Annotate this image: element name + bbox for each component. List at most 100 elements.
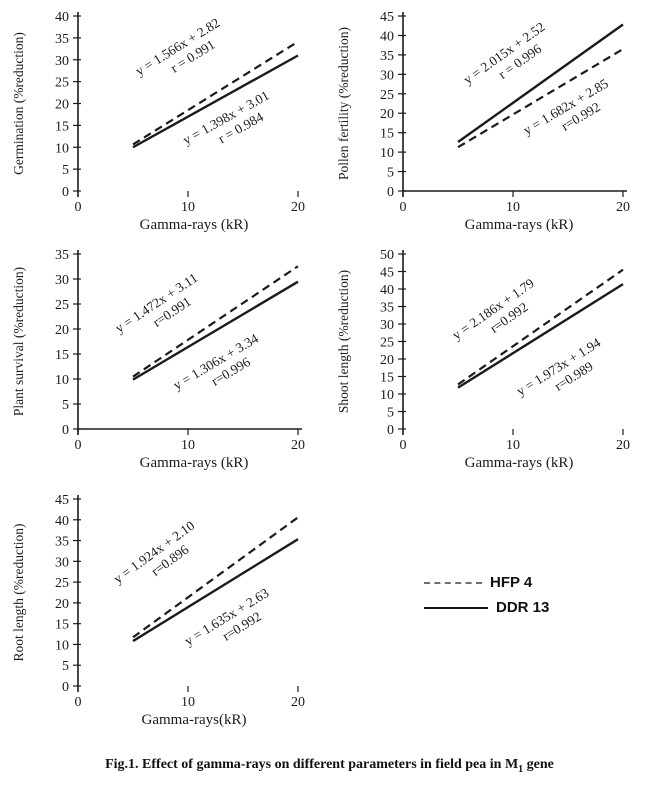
y-tick-label: 40 — [55, 514, 69, 529]
x-tick-label: 20 — [291, 438, 305, 453]
series-annotation: y = 1.472x + 3.11r=0.991 — [112, 270, 200, 336]
chart-pollen-fertility: 0 5 10 15 20 25 30 35 40 45 0 10 20 Pollen fertility … — [333, 4, 658, 245]
chart-canvas-plant-survival: 0 5 10 15 20 25 30 35 0 10 20 Plant survival (%redu… — [11, 248, 305, 471]
regression-line-solid — [457, 283, 624, 389]
legend-item-hfp4: HFP 4 — [424, 570, 549, 595]
x-axis-title: Gamma-rays (kR) — [465, 455, 574, 471]
x-axis-title: Gamma-rays (kR) — [140, 217, 249, 233]
y-tick-label: 25 — [55, 576, 69, 591]
x-tick-label: 0 — [75, 438, 82, 453]
y-tick-label: 0 — [387, 185, 394, 200]
chart-canvas-pollen-fertility: 0 5 10 15 20 25 30 35 40 45 0 10 20 Pollen fertility … — [336, 10, 630, 233]
series-annotation: y = 1.924x + 2.10r=0.896 — [111, 518, 198, 587]
x-tick-label: 10 — [181, 695, 195, 710]
x-axis-title: Gamma-rays(kR) — [142, 712, 247, 728]
series-annotation: y = 1.973x + 1.94r=0.989 — [514, 335, 604, 399]
y-tick-label: 45 — [380, 266, 394, 281]
regression-line-dashed — [132, 265, 299, 378]
y-tick-label: 25 — [380, 336, 394, 351]
y-tick-label: 5 — [62, 163, 69, 178]
chart-shoot-length: 0 5 10 15 20 25 30 35 40 45 50 0 10 20 Shoot length (%… — [333, 242, 658, 485]
x-axis-title: Gamma-rays (kR) — [140, 455, 249, 471]
y-tick-label: 10 — [55, 373, 69, 388]
y-tick-label: 5 — [62, 398, 69, 413]
y-tick-label: 5 — [62, 659, 69, 674]
y-tick-label: 30 — [380, 318, 394, 333]
x-axis-title: Gamma-rays (kR) — [465, 217, 574, 233]
y-tick-label: 10 — [55, 638, 69, 653]
y-tick-label: 35 — [55, 248, 69, 263]
caption-text: Fig.1. Effect of gamma-rays on different… — [105, 757, 519, 772]
y-tick-label: 40 — [380, 29, 394, 44]
y-tick-label: 45 — [380, 10, 394, 25]
y-tick-label: 10 — [380, 146, 394, 161]
y-axis-title: Pollen fertility (%reduction) — [336, 27, 351, 180]
y-tick-label: 30 — [55, 273, 69, 288]
y-tick-label: 15 — [55, 119, 69, 134]
y-axis-title: Shoot length (%reduction) — [336, 270, 351, 413]
figure-caption: Fig.1. Effect of gamma-rays on different… — [0, 757, 659, 775]
regression-line-dashed — [457, 48, 624, 149]
series-annotation: y = 2.186x + 1.79r=0.992 — [449, 275, 537, 342]
y-axis-title: Germination (%reduction) — [11, 32, 26, 175]
x-tick-label: 0 — [400, 438, 407, 453]
regression-line-dashed — [132, 516, 299, 639]
x-tick-label: 10 — [506, 438, 520, 453]
x-tick-label: 0 — [75, 695, 82, 710]
y-tick-label: 45 — [55, 493, 69, 508]
y-tick-label: 15 — [380, 371, 394, 386]
regression-line-solid — [132, 54, 299, 149]
caption-subscript: 1 — [518, 763, 524, 775]
chart-plant-survival: 0 5 10 15 20 25 30 35 0 10 20 Plant survival (%redu… — [8, 242, 333, 485]
y-tick-label: 40 — [380, 283, 394, 298]
solid-line-sample — [424, 606, 488, 609]
series-annotation: y = 1.306x + 3.34r=0.996 — [170, 331, 261, 393]
regression-line-solid — [132, 538, 299, 643]
y-tick-label: 20 — [380, 353, 394, 368]
x-tick-label: 10 — [181, 438, 195, 453]
y-tick-label: 30 — [55, 54, 69, 69]
y-tick-label: 0 — [62, 680, 69, 695]
y-tick-label: 10 — [380, 388, 394, 403]
chart-germination: 0 5 10 15 20 25 30 35 40 0 10 20 Germination (%reduc… — [8, 4, 333, 245]
x-tick-label: 20 — [616, 438, 630, 453]
legend-label-ddr13: DDR 13 — [496, 599, 550, 616]
y-tick-label: 20 — [55, 323, 69, 338]
y-tick-label: 30 — [380, 68, 394, 83]
regression-line-solid — [132, 280, 299, 381]
chart-root-length: 0 5 10 15 20 25 30 35 40 45 0 10 20 Root length (%red… — [8, 486, 333, 747]
y-tick-label: 25 — [55, 76, 69, 91]
y-tick-label: 5 — [387, 166, 394, 181]
y-tick-label: 35 — [380, 49, 394, 64]
y-tick-label: 0 — [387, 423, 394, 438]
y-tick-label: 15 — [55, 348, 69, 363]
chart-canvas-shoot-length: 0 5 10 15 20 25 30 35 40 45 50 0 10 20 Shoot length (%… — [336, 248, 630, 471]
y-tick-label: 15 — [380, 127, 394, 142]
y-tick-label: 35 — [55, 535, 69, 550]
y-tick-label: 15 — [55, 618, 69, 633]
legend-item-ddr13: DDR 13 — [424, 595, 549, 620]
y-tick-label: 20 — [55, 597, 69, 612]
y-tick-label: 10 — [55, 141, 69, 156]
chart-canvas-root-length: 0 5 10 15 20 25 30 35 40 45 0 10 20 Root length (%red… — [11, 493, 305, 728]
x-tick-label: 20 — [291, 200, 305, 215]
x-tick-label: 10 — [181, 200, 195, 215]
y-tick-label: 25 — [55, 298, 69, 313]
legend-label-hfp4: HFP 4 — [490, 574, 533, 591]
y-tick-label: 35 — [380, 301, 394, 316]
y-tick-label: 0 — [62, 185, 69, 200]
dashed-line-sample — [424, 581, 482, 584]
y-axis-title: Root length (%reduction) — [11, 524, 26, 662]
y-tick-label: 25 — [380, 88, 394, 103]
regression-line-dashed — [457, 268, 624, 386]
x-tick-label: 20 — [616, 200, 630, 215]
regression-line-solid — [457, 23, 624, 143]
y-axis-title: Plant survival (%reduction) — [11, 267, 26, 416]
x-tick-label: 0 — [400, 200, 407, 215]
x-tick-label: 10 — [506, 200, 520, 215]
y-tick-label: 5 — [387, 406, 394, 421]
y-tick-label: 50 — [380, 248, 394, 263]
chart-canvas-germination: 0 5 10 15 20 25 30 35 40 0 10 20 Germination (%reduc… — [11, 10, 305, 233]
y-tick-label: 30 — [55, 555, 69, 570]
